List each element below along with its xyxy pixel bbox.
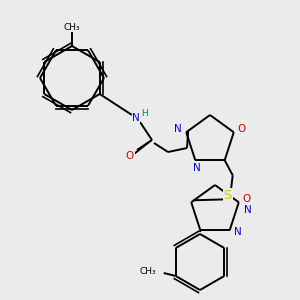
Text: N: N xyxy=(194,163,201,173)
Text: H: H xyxy=(141,109,147,118)
Text: CH₃: CH₃ xyxy=(64,22,80,32)
Text: CH₃: CH₃ xyxy=(139,266,156,275)
Text: S: S xyxy=(224,189,232,202)
Text: O: O xyxy=(238,124,246,134)
Text: N: N xyxy=(132,113,140,123)
Text: O: O xyxy=(243,194,251,204)
Text: N: N xyxy=(174,124,182,134)
Text: O: O xyxy=(126,151,134,161)
Text: N: N xyxy=(234,227,242,237)
Text: N: N xyxy=(244,205,252,215)
